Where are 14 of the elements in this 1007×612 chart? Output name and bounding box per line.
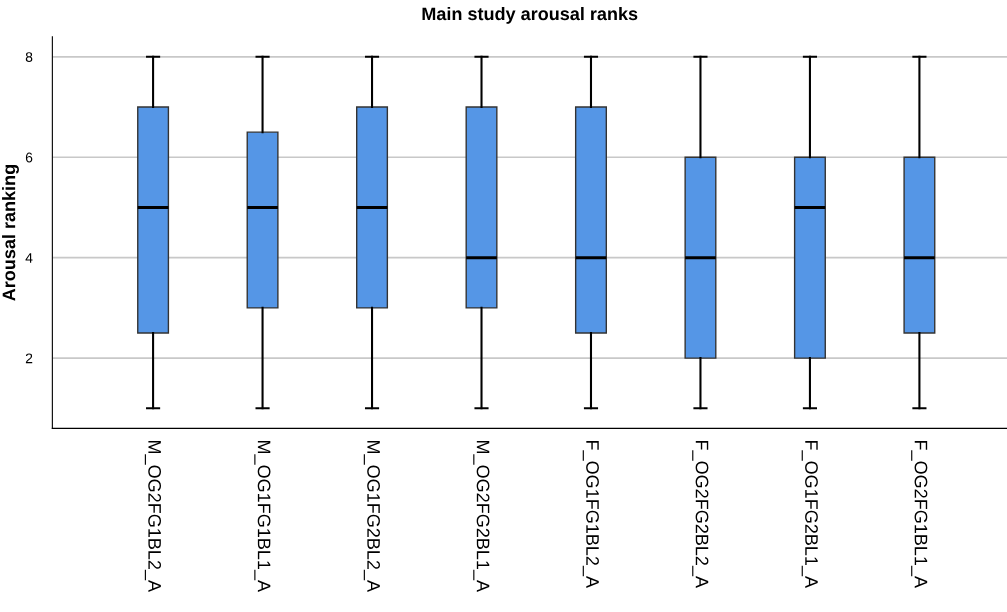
x-tick-label: M_OG2FG1BL2_A (144, 440, 162, 593)
y-tick-label: 2 (25, 353, 33, 364)
x-tick-label: F_OG2FG1BL1_A (911, 440, 928, 588)
x-tick-label: F_OG1FG1BL2_A (582, 440, 599, 588)
x-tick-label: M_OG2FG2BL1_A (473, 440, 490, 593)
x-tick-label: M_OG1FG1BL1_A (254, 440, 271, 593)
y-tick-label: 4 (25, 253, 33, 263)
x-tick-label: F_OG1FG2BL1_A (801, 440, 818, 588)
x-tick-label: M_OG1FG2BL2_A (363, 440, 380, 593)
x-tick-label: F_OG2FG2BL2_A (692, 440, 709, 588)
y-axis-title: Arousal ranking (2, 165, 19, 301)
chart-title: Main study arousal ranks (422, 6, 638, 24)
y-tick-label: 8 (25, 52, 33, 62)
y-tick-label: 6 (25, 152, 33, 163)
